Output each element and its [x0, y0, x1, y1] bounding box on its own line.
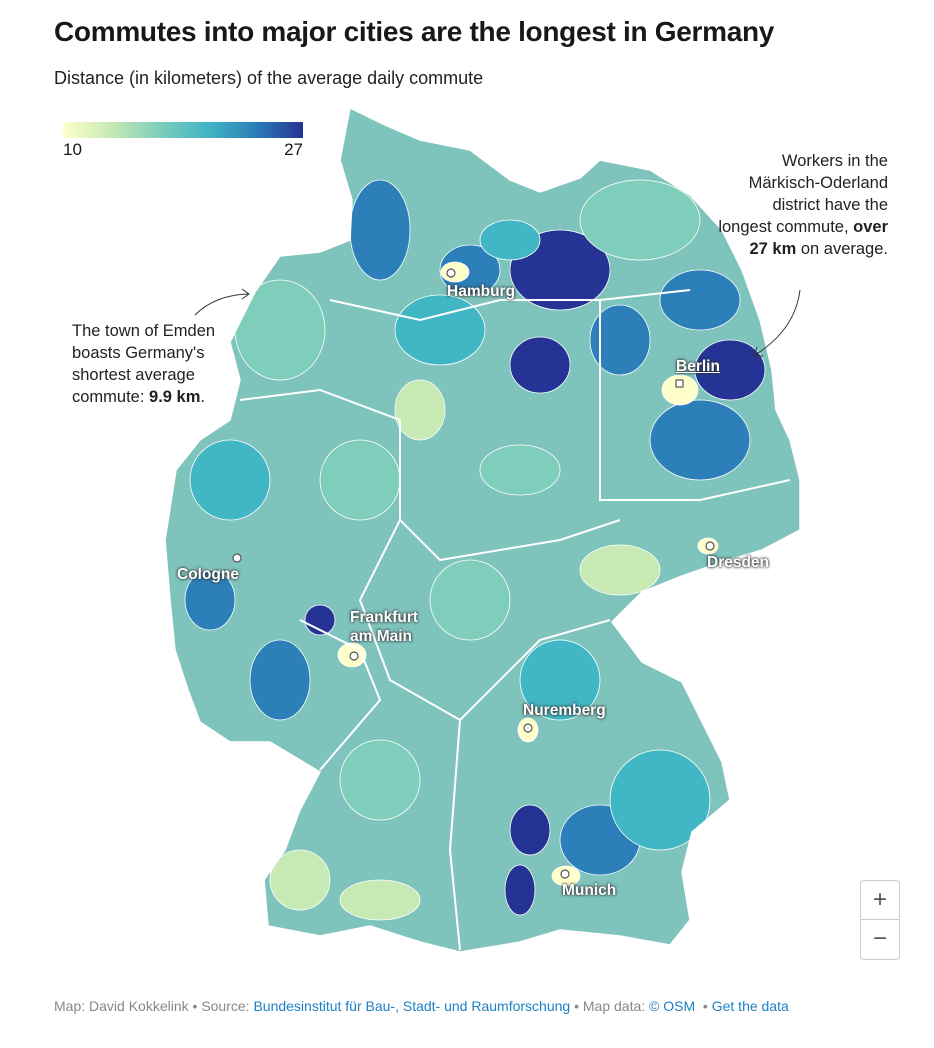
- district-region[interactable]: [349, 179, 411, 281]
- annotation-arrows: [194, 288, 801, 357]
- annotation-emden: The town of Emden boasts Germany's short…: [72, 322, 216, 406]
- city-label-berlin: Berlin: [676, 358, 720, 375]
- district-region[interactable]: [479, 444, 561, 496]
- chart-title: Commutes into major cities are the longe…: [54, 16, 775, 47]
- legend-min: 10: [63, 140, 82, 159]
- district-region[interactable]: [394, 294, 486, 366]
- district-region[interactable]: [509, 336, 571, 394]
- separator: •: [574, 998, 579, 1014]
- get-data-link[interactable]: Get the data: [711, 998, 789, 1014]
- district-region[interactable]: [304, 604, 336, 636]
- district-regions[interactable]: [150, 100, 810, 960]
- legend-max: 27: [284, 140, 303, 159]
- district-region[interactable]: [504, 864, 536, 916]
- district-region[interactable]: [579, 179, 701, 261]
- district-region[interactable]: [439, 244, 501, 296]
- zoom-in-button[interactable]: +: [872, 886, 887, 913]
- district-region[interactable]: [339, 879, 421, 921]
- annotation-markisch-oderland: Workers in the Märkisch-Oderland distric…: [718, 152, 888, 258]
- district-region[interactable]: [249, 639, 311, 721]
- base-fill: [165, 108, 800, 952]
- district-region[interactable]: [269, 849, 331, 911]
- district-region[interactable]: [189, 439, 271, 521]
- district-region[interactable]: [234, 279, 326, 381]
- city-label-nuremberg: Nuremberg: [523, 702, 606, 719]
- district-region[interactable]: [184, 569, 236, 631]
- district-region[interactable]: [509, 804, 551, 856]
- city-label-dresden: Dresden: [707, 554, 770, 571]
- city-label-hamburg: Hamburg: [447, 283, 516, 300]
- zoom-controls: + −: [860, 880, 900, 960]
- district-region[interactable]: [609, 749, 711, 851]
- source-link[interactable]: Bundesinstitut für Bau-, Stadt- und Raum…: [253, 998, 571, 1014]
- mapdata-label: Map data:: [582, 998, 646, 1014]
- color-legend: 10 27: [63, 122, 303, 160]
- state-borders: [239, 289, 791, 951]
- zoom-out-button[interactable]: −: [861, 919, 899, 958]
- district-region[interactable]: [579, 544, 661, 596]
- district-region[interactable]: [339, 739, 421, 821]
- district-region[interactable]: [659, 269, 741, 331]
- source-label: Source:: [201, 998, 250, 1014]
- district-region[interactable]: [319, 439, 401, 521]
- district-region[interactable]: [429, 559, 511, 641]
- district-region[interactable]: [394, 379, 446, 441]
- district-region[interactable]: [649, 399, 751, 481]
- city-label-frankfurt: Frankfurt am Main: [350, 609, 419, 645]
- osm-link[interactable]: © OSM: [649, 998, 696, 1014]
- footer: Map: David Kokkelink • Source: Bundesins…: [54, 998, 789, 1014]
- district-region[interactable]: [479, 219, 541, 261]
- city-label-munich: Munich: [562, 882, 617, 899]
- separator: •: [702, 998, 708, 1014]
- city-markers: [232, 268, 715, 879]
- district-region[interactable]: [519, 639, 601, 721]
- separator: •: [192, 998, 198, 1014]
- chart-subtitle: Distance (in kilometers) of the average …: [54, 68, 484, 88]
- city-label-cologne: Cologne: [177, 566, 239, 583]
- district-region[interactable]: [661, 374, 699, 406]
- legend-gradient: [63, 122, 303, 138]
- district-region[interactable]: [694, 339, 766, 401]
- footer-credit: Map: David Kokkelink: [54, 998, 189, 1014]
- district-region[interactable]: [589, 304, 651, 376]
